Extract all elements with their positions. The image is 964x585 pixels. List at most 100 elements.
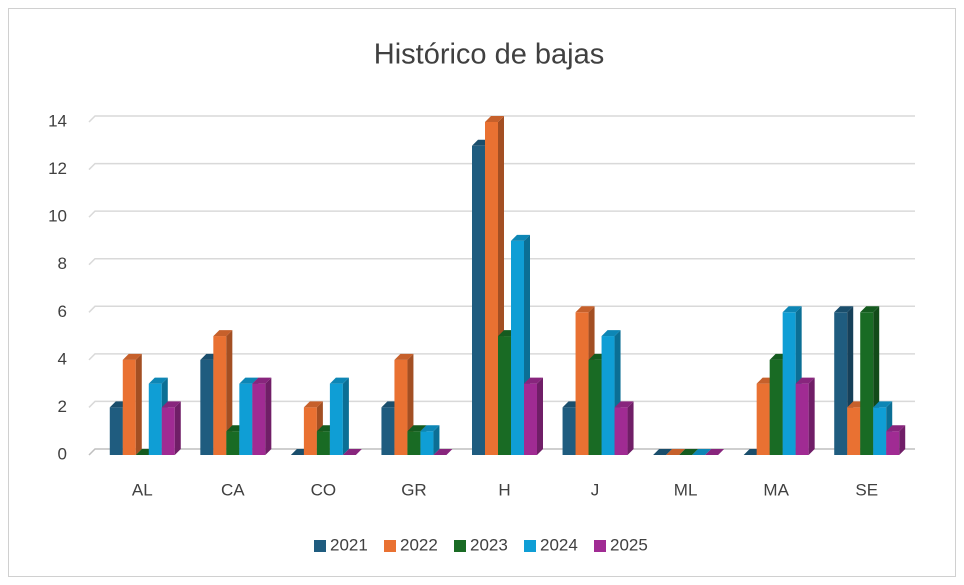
- legend-label: 2022: [400, 535, 438, 554]
- x-tick-label: H: [498, 480, 510, 499]
- bar-side: [808, 377, 815, 455]
- bar-front: [239, 383, 253, 455]
- bar-front: [329, 383, 343, 455]
- bar-front: [511, 240, 524, 455]
- bar-side: [174, 401, 181, 455]
- bar-top: [420, 425, 440, 432]
- bar: [666, 449, 686, 455]
- bar-side: [135, 353, 142, 455]
- bar-front: [834, 312, 848, 455]
- bar-front: [860, 312, 874, 455]
- bar-front: [122, 359, 136, 455]
- bar-top: [873, 401, 893, 408]
- y-tick-label: 8: [58, 254, 67, 273]
- y-tick-label: 14: [48, 111, 67, 130]
- bar: [213, 330, 233, 455]
- grid-line: [88, 210, 915, 218]
- bar-top: [705, 449, 725, 455]
- bar-top: [860, 306, 880, 313]
- bar-top: [485, 116, 504, 122]
- bar-top: [666, 449, 686, 455]
- bar-front: [847, 407, 861, 455]
- x-tick-label: GR: [401, 480, 427, 499]
- bar: [679, 449, 699, 455]
- bar-side: [537, 377, 543, 455]
- bar: [252, 377, 272, 455]
- bar-top: [342, 449, 362, 455]
- bar-top: [394, 353, 414, 360]
- bar-side: [627, 401, 634, 455]
- bar-front: [575, 312, 589, 455]
- legend-label: 2021: [330, 535, 368, 554]
- bar: [692, 449, 712, 455]
- bar-top: [692, 449, 712, 455]
- bar-front: [109, 407, 123, 455]
- bar-top: [252, 377, 272, 384]
- legend-label: 2025: [610, 535, 648, 554]
- bar-front: [795, 383, 809, 455]
- bar-front: [213, 336, 227, 455]
- legend-swatch: [314, 540, 326, 552]
- bar-front: [524, 383, 537, 455]
- y-tick-label: 0: [58, 444, 67, 463]
- chart-title: Histórico de bajas: [374, 39, 605, 71]
- bar-front: [498, 336, 511, 455]
- bar-front: [769, 359, 783, 455]
- x-tick-label: MA: [763, 480, 789, 499]
- bar: [161, 401, 181, 455]
- bar-front: [782, 312, 796, 455]
- bar: [614, 401, 634, 455]
- bar-front: [562, 407, 576, 455]
- bar-top: [782, 306, 802, 313]
- x-tick-label: CA: [221, 480, 245, 499]
- grid-line: [88, 162, 915, 171]
- bar-side: [342, 377, 349, 455]
- bar-front: [601, 336, 615, 455]
- legend-label: 2023: [470, 535, 508, 554]
- bar-front: [394, 359, 408, 455]
- bar-front: [873, 407, 887, 455]
- bar: [705, 449, 725, 455]
- legend-swatch: [594, 540, 606, 552]
- y-tick-label: 2: [58, 397, 67, 416]
- bar-side: [226, 330, 233, 455]
- x-tick-label: AL: [132, 480, 153, 499]
- bar-top: [653, 449, 673, 455]
- y-tick-label: 12: [48, 159, 67, 178]
- grid-line: [88, 448, 915, 456]
- bar-top: [303, 401, 323, 408]
- y-tick-label: 4: [58, 349, 67, 368]
- bar-front: [886, 431, 900, 455]
- bar-top: [161, 401, 181, 408]
- bar-top: [148, 377, 168, 384]
- bar: [122, 353, 142, 455]
- bar-front: [420, 431, 434, 455]
- grid-line: [88, 257, 915, 266]
- bar-front: [588, 359, 602, 455]
- grid-line: [88, 305, 915, 313]
- bar-front: [316, 431, 330, 455]
- bar-top: [614, 401, 634, 408]
- grid-line: [88, 115, 915, 123]
- bar-front: [407, 431, 421, 455]
- bar: [329, 377, 349, 455]
- bar-top: [213, 330, 233, 337]
- y-tick-label: 10: [48, 207, 67, 226]
- x-tick-label: ML: [674, 480, 698, 499]
- bar-top: [524, 377, 543, 384]
- x-tick-label: SE: [855, 480, 878, 499]
- bar-front: [614, 407, 628, 455]
- bar-top: [601, 330, 621, 337]
- bar-top: [329, 377, 349, 384]
- y-tick-label: 6: [58, 302, 67, 321]
- bar-front: [756, 383, 770, 455]
- bar-front: [161, 407, 175, 455]
- bar-top: [407, 425, 427, 432]
- x-tick-label: CO: [311, 480, 337, 499]
- legend-swatch: [384, 540, 396, 552]
- bar-side: [899, 425, 906, 455]
- bar-top: [122, 353, 142, 360]
- bar-top: [834, 306, 854, 313]
